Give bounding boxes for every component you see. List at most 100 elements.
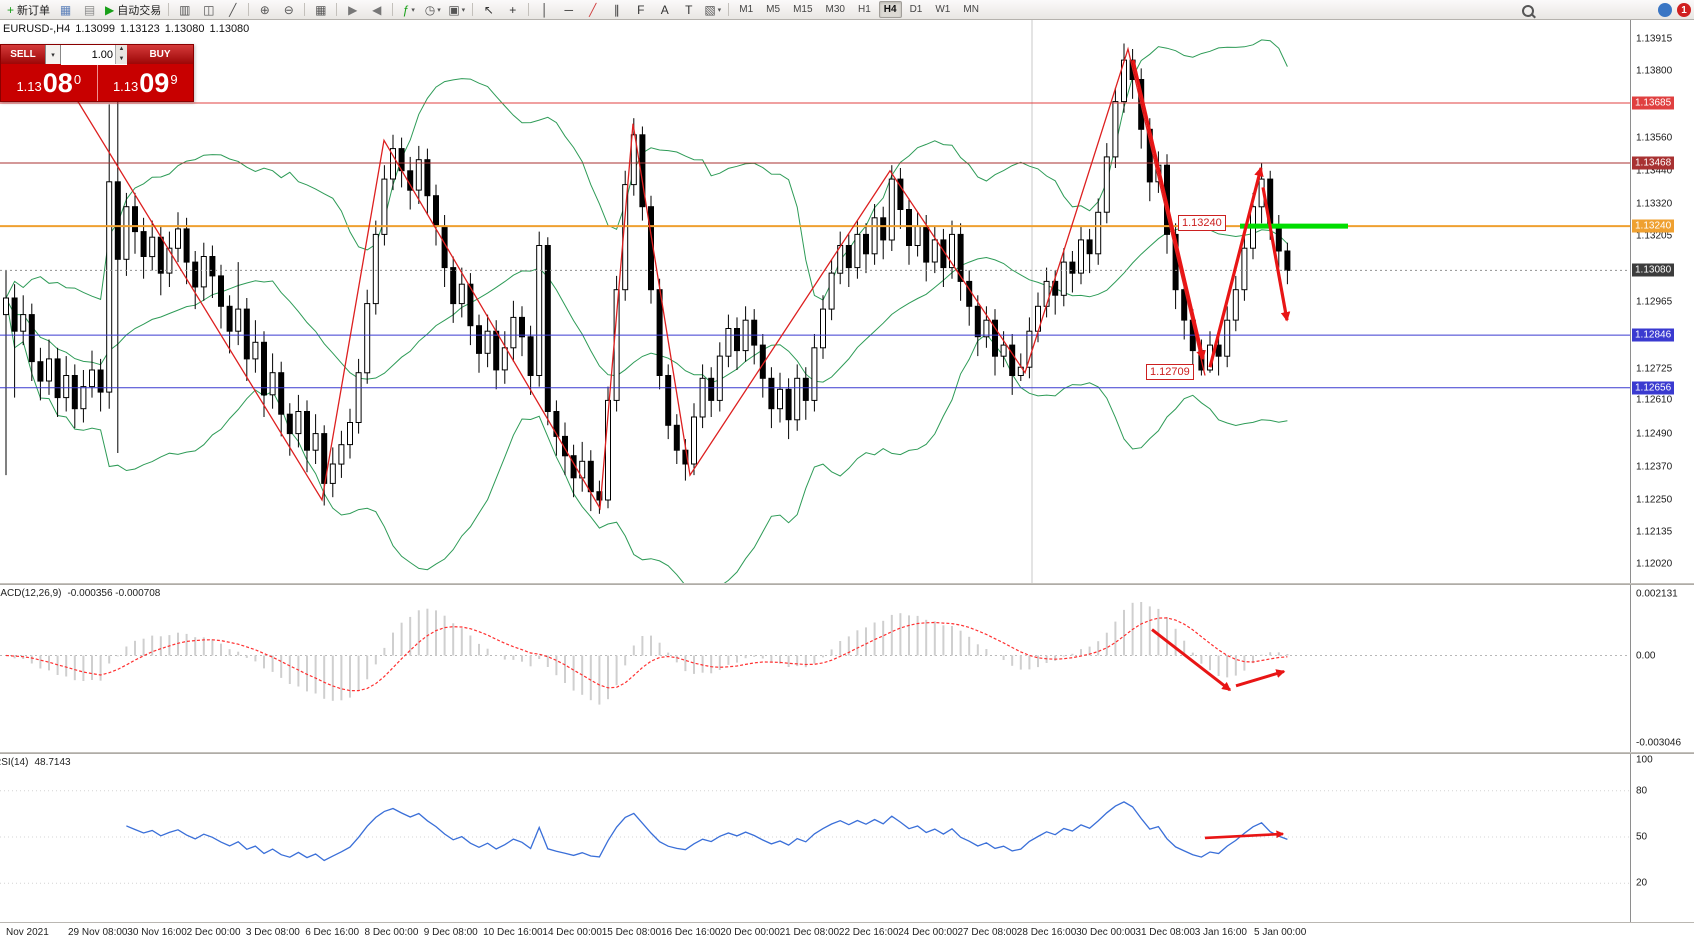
timeframe-m1-button[interactable]: M1 (739, 4, 754, 15)
search-icon (1521, 5, 1534, 17)
time-label: 6 Dec 16:00 (305, 927, 360, 938)
alerts-icon[interactable]: 1 (1677, 3, 1691, 17)
new-order-button[interactable]: + 新订单 (4, 0, 53, 19)
macd-histogram (13, 602, 1289, 705)
chart-windows-icon: ▦ (59, 2, 72, 17)
crosshair-icon: + (509, 2, 517, 17)
sell-button[interactable]: SELL (1, 45, 45, 64)
sell-price-pips: 08 (42, 68, 73, 98)
timeframe-m15-button[interactable]: M15 (793, 4, 813, 15)
price-callout[interactable]: 1.13240 (1178, 215, 1226, 231)
text-icon[interactable]: A (653, 0, 676, 19)
indicators-icon: ƒ (402, 2, 410, 17)
zigzag-indicator[interactable] (77, 46, 1206, 511)
timeframe-d1-button[interactable]: D1 (909, 4, 923, 15)
chevron-down-icon: ▾ (437, 6, 441, 14)
new-order-icon: + (7, 2, 15, 17)
rsi-chart[interactable] (0, 754, 1630, 922)
auto-trading-button-label: 自动交易 (117, 4, 162, 17)
zoom-out-icon[interactable]: ⊖ (277, 0, 300, 19)
time-label: 27 Dec 08:00 (957, 927, 1018, 938)
price-chart[interactable] (0, 20, 1630, 583)
panel-separator[interactable] (0, 583, 1694, 585)
timeframe-w1-button[interactable]: W1 (935, 4, 951, 15)
timeframe-h1-button[interactable]: H1 (857, 4, 871, 15)
periods-icon[interactable]: ◷ ▾ (421, 0, 444, 19)
chevron-down-icon: ▾ (411, 6, 415, 14)
rsi-tick: 20 (1636, 877, 1648, 889)
bar-chart-icon[interactable]: ▥ (173, 0, 196, 19)
order-type-dropdown[interactable]: ▾ (45, 45, 61, 64)
search-button[interactable] (1516, 3, 1539, 19)
candle-chart-icon[interactable]: ◫ (197, 0, 220, 19)
macd-trend-arrows[interactable] (1151, 628, 1286, 692)
trendline-icon: ╱ (589, 2, 597, 17)
buy-price-pips: 09 (139, 68, 170, 98)
cursor-icon[interactable]: ↖ (477, 0, 500, 19)
sell-price-point: 0 (73, 72, 82, 87)
price-tick: 1.13800 (1636, 65, 1673, 77)
templates-icon[interactable]: ▣ ▾ (445, 0, 468, 19)
bar-high-value: 1.13123 (120, 23, 160, 35)
buy-price[interactable]: 1.13 09 9 (98, 64, 194, 101)
new-order-button-label: 新订单 (17, 4, 51, 17)
horizontal-line-icon: ─ (564, 2, 573, 17)
community-icon[interactable] (1658, 3, 1672, 17)
time-label: 3 Jan 16:00 (1194, 927, 1247, 938)
horizontal-lines[interactable] (0, 102, 1630, 389)
vertical-line-icon[interactable]: │ (533, 0, 556, 19)
timeframe-m5-button[interactable]: M5 (766, 4, 781, 15)
tile-windows-icon[interactable]: ▦ (309, 0, 332, 19)
indicators-icon[interactable]: ƒ ▾ (397, 0, 420, 19)
auto-trading-button[interactable]: ▶ 自动交易 (102, 0, 164, 19)
tile-windows-icon: ▦ (315, 2, 327, 17)
candle-chart-icon: ◫ (203, 2, 215, 17)
sell-price[interactable]: 1.13 08 0 (1, 64, 98, 101)
profiles-icon[interactable]: ▤ (78, 0, 101, 19)
cursor-icon: ↖ (483, 2, 494, 17)
macd-chart[interactable] (0, 585, 1630, 752)
price-callout[interactable]: 1.12709 (1146, 364, 1194, 380)
auto-scroll-icon[interactable]: ▶ (341, 0, 364, 19)
rsi-tick: 50 (1636, 831, 1648, 843)
zoom-out-icon: ⊖ (283, 2, 294, 17)
macd-indicator-label: MACD(12,26,9) -0.000356 -0.000708 (0, 588, 166, 599)
text-label-icon[interactable]: T (677, 0, 700, 19)
periods-icon: ◷ (424, 2, 436, 17)
candles-layer (3, 43, 1291, 514)
stepper-down-icon[interactable]: ▼ (115, 54, 127, 64)
price-tick: 1.12725 (1636, 363, 1673, 375)
fibonacci-icon[interactable]: F (629, 0, 652, 19)
rsi-indicator-label: RSI(14) 48.7143 (0, 757, 77, 768)
horizontal-line-icon[interactable]: ─ (557, 0, 580, 19)
chart-shift-icon[interactable]: ◀ (365, 0, 388, 19)
trend-arrows[interactable] (1131, 59, 1291, 368)
vertical-line-icon: │ (541, 2, 549, 17)
toolbar-separator (392, 3, 394, 16)
volume-input[interactable] (61, 45, 127, 65)
volume-stepper[interactable]: ▲ ▼ (115, 45, 127, 64)
timeframe-mn-button[interactable]: MN (963, 4, 979, 15)
price-tick: 1.13915 (1636, 33, 1673, 45)
equidistant-channel-icon[interactable]: ∥ (605, 0, 628, 19)
shapes-icon: ▧ (704, 2, 716, 17)
zoom-in-icon[interactable]: ⊕ (253, 0, 276, 19)
shapes-icon[interactable]: ▧ ▾ (701, 0, 724, 19)
line-chart-icon[interactable]: ╱ (221, 0, 244, 19)
chevron-down-icon: ▾ (717, 6, 722, 14)
price-line-tag: 1.13468 (1632, 156, 1675, 170)
toolbar-separator (336, 3, 338, 16)
price-tick: 1.12965 (1636, 296, 1673, 308)
crosshair-icon[interactable]: + (501, 0, 524, 19)
chart-windows-icon[interactable]: ▦ (54, 0, 77, 19)
buy-button[interactable]: BUY (127, 45, 193, 64)
trendline-icon[interactable]: ╱ (581, 0, 604, 19)
panel-separator[interactable] (0, 752, 1694, 754)
time-label: 20 Dec 00:00 (720, 927, 780, 938)
price-tick: 1.13205 (1636, 230, 1673, 242)
timeframe-m30-button[interactable]: M30 (825, 4, 845, 15)
stepper-up-icon[interactable]: ▲ (115, 45, 127, 55)
timeframe-h4-button[interactable]: H4 (878, 1, 902, 18)
rsi-trend-arrow[interactable] (1204, 830, 1285, 840)
price-line-tag: 1.12656 (1632, 381, 1675, 395)
